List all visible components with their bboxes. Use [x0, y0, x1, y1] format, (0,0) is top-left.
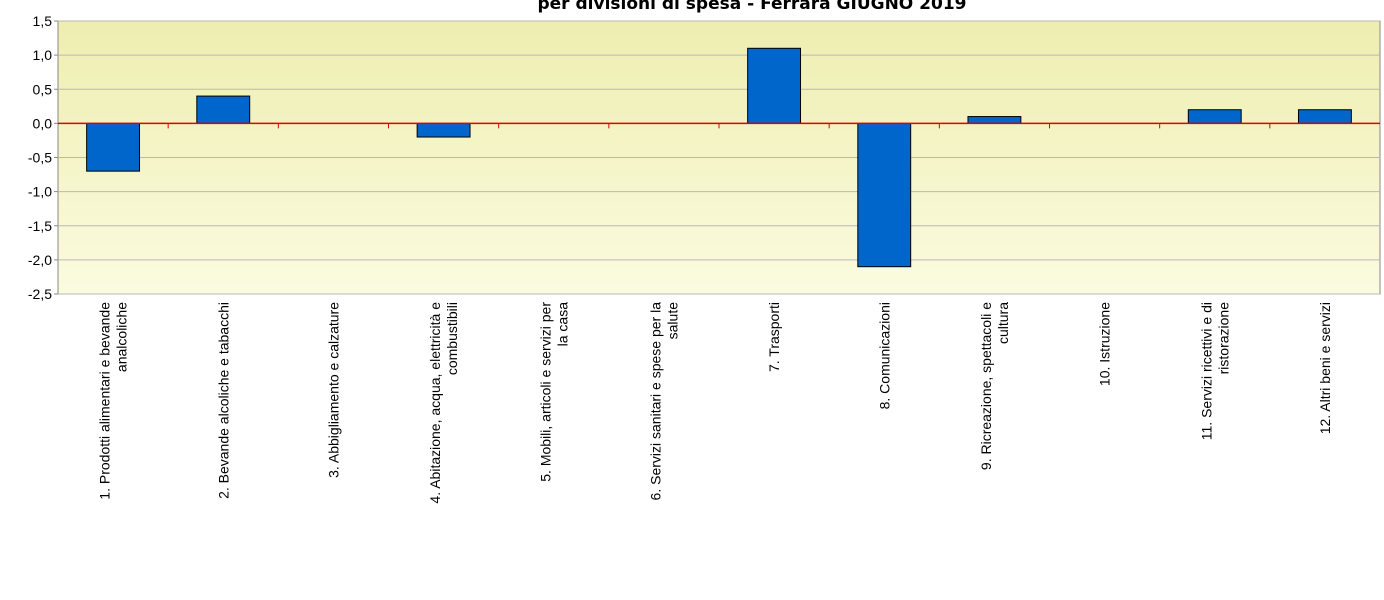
y-tick-label: 1,0 — [33, 47, 53, 63]
bar — [196, 95, 251, 124]
x-tick-label: 1. Prodotti alimentari e bevandeanalcoli… — [97, 302, 130, 500]
bar — [1297, 109, 1352, 124]
bar — [1187, 109, 1242, 124]
bar — [857, 122, 912, 268]
x-tick-label: 12. Altri beni e servizi — [1317, 302, 1333, 434]
x-tick-label: 2. Bevande alcoliche e tabacchi — [215, 302, 231, 499]
y-tick-label: -2,5 — [28, 286, 52, 302]
x-tick-label: 6. Servizi sanitari e spese per lasalute — [647, 302, 680, 501]
y-tick-label: 0,5 — [33, 81, 53, 97]
x-tick-label: 7. Trasporti — [766, 302, 782, 372]
x-tick-label: 9. Ricreazione, spettacoli ecultura — [978, 302, 1011, 470]
bar — [416, 122, 471, 138]
y-tick-label: 1,5 — [33, 13, 53, 29]
bar — [747, 47, 802, 124]
y-tick-label: -1,5 — [28, 218, 52, 234]
x-tick-label: 8. Comunicazioni — [876, 302, 892, 409]
x-tick-label: 10. Istruzione — [1097, 302, 1113, 386]
y-tick-label: -2,0 — [28, 252, 52, 268]
y-tick-label: -1,0 — [28, 184, 52, 200]
bar — [86, 122, 141, 172]
chart-title: per divisioni di spesa - Ferrara GIUGNO … — [537, 0, 966, 14]
x-tick-label: 5. Mobili, articoli e servizi perla casa — [537, 302, 570, 482]
x-tick-label: 4. Abitazione, acqua, elettricità ecombu… — [427, 302, 460, 504]
y-tick-label: 0,0 — [33, 115, 53, 131]
x-tick-label: 11. Servizi ricettivi e diristorazione — [1198, 302, 1231, 440]
bar — [967, 116, 1022, 124]
y-tick-label: -0,5 — [28, 150, 52, 166]
x-tick-label: 3. Abbigliamento e calzature — [325, 302, 341, 478]
